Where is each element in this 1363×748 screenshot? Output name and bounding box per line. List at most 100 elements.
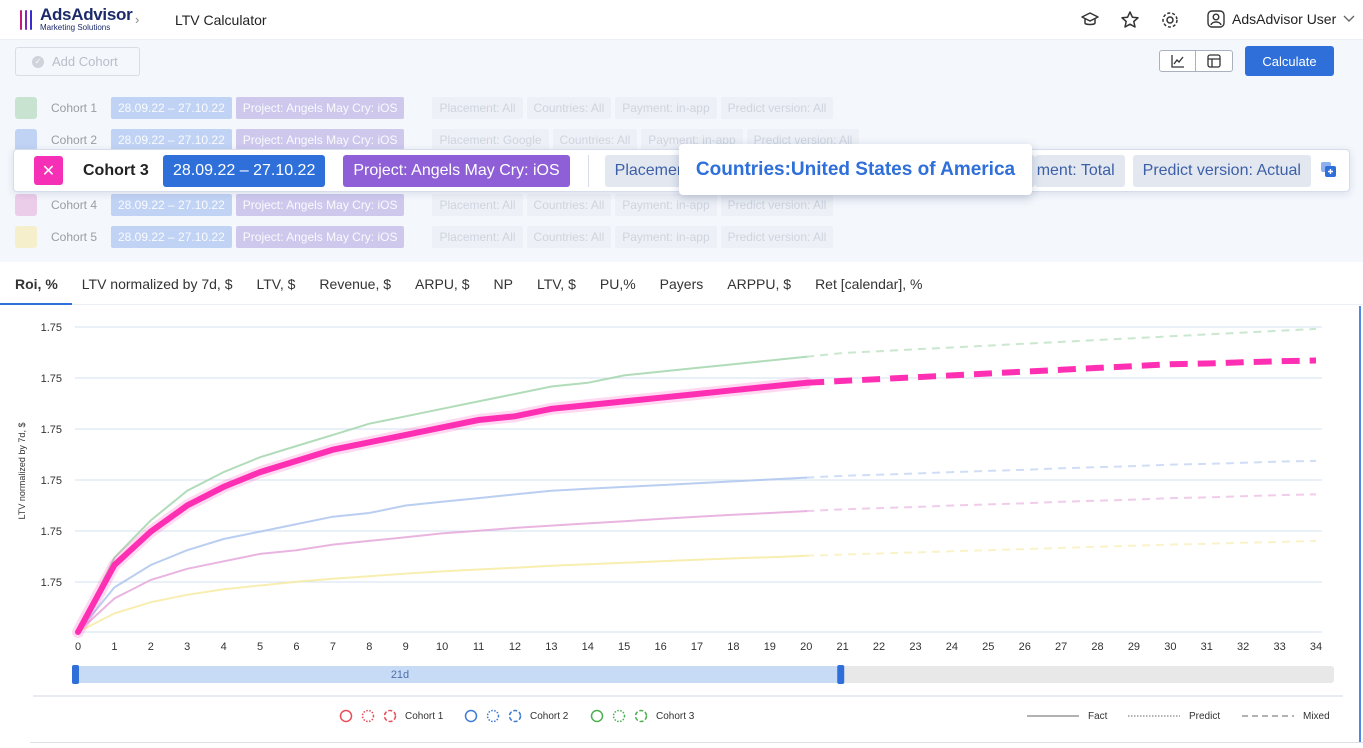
- x-tick-label: 6: [293, 641, 299, 653]
- date-range-chip[interactable]: 28.09.22 – 27.10.22: [111, 194, 232, 216]
- table-icon: [1207, 54, 1221, 68]
- x-tick-label: 10: [436, 641, 448, 653]
- tab-roi[interactable]: Roi, %: [0, 262, 72, 305]
- cohort-color-swatch: [15, 194, 37, 216]
- x-tick-label: 23: [909, 641, 921, 653]
- legend-predict-label: Predict: [1189, 711, 1220, 722]
- x-tick-label: 3: [184, 641, 190, 653]
- series-fact-line: [77, 554, 808, 633]
- copy-icon[interactable]: [1319, 160, 1339, 180]
- legend-mixed-label: Mixed: [1303, 711, 1330, 722]
- countries-chip[interactable]: Countries: All: [552, 129, 638, 151]
- x-tick-label: 2: [148, 641, 154, 653]
- tab-retention[interactable]: Ret [calendar], %: [815, 275, 923, 292]
- placement-chip[interactable]: Placement: All: [432, 97, 523, 119]
- series-predict-line: [806, 327, 1317, 358]
- ltv-line-chart[interactable]: 1.75 1.75 1.75 1.75 1.75 1.75 LTV normalized b…: [0, 306, 1363, 743]
- predict-version-chip[interactable]: Predict version: All: [720, 97, 834, 119]
- payment-chip[interactable]: Payment: in-app: [615, 97, 717, 119]
- x-tick-label: 18: [727, 641, 739, 653]
- date-range-chip[interactable]: 28.09.22 – 27.10.22: [163, 154, 326, 187]
- range-selection: [73, 666, 842, 683]
- x-tick-label: 5: [257, 641, 263, 653]
- chart-view-button[interactable]: [1159, 50, 1196, 72]
- tab-ltv[interactable]: LTV, $: [256, 275, 296, 292]
- date-range-chip[interactable]: 28.09.22 – 27.10.22: [111, 129, 232, 151]
- tab-pu[interactable]: PU,%: [599, 275, 636, 292]
- x-tick-label: 20: [800, 641, 812, 653]
- series-predict-line: [806, 357, 1317, 386]
- placement-chip[interactable]: Placement: All: [432, 194, 523, 216]
- legend-fact-marker: [339, 709, 353, 723]
- calculate-button[interactable]: Calculate: [1245, 46, 1334, 76]
- close-icon[interactable]: ✕: [34, 156, 63, 185]
- cohort-label: Cohort 5: [51, 230, 98, 244]
- tab-ltv-normalized[interactable]: LTV normalized by 7d, $: [81, 275, 233, 292]
- logo[interactable]: AdsAdvisor Marketing Solutions: [20, 6, 133, 32]
- project-chip[interactable]: Project: Angels May Cry: iOS: [343, 154, 570, 187]
- countries-chip[interactable]: Countries: All: [526, 226, 612, 248]
- predict-version-chip[interactable]: Predict version: All: [720, 226, 834, 248]
- tab-payers[interactable]: Payers: [659, 275, 704, 292]
- star-icon[interactable]: [1120, 10, 1140, 30]
- project-chip[interactable]: Project: Angels May Cry: iOS: [235, 226, 405, 248]
- y-tick-label: 1.75: [41, 322, 62, 334]
- cohort-row[interactable]: Cohort 1 28.09.22 – 27.10.22 Project: An…: [15, 97, 837, 119]
- add-cohort-button[interactable]: ✓ Add Cohort: [15, 47, 140, 76]
- predict-version-chip[interactable]: Predict version: Actual: [1132, 154, 1311, 187]
- series-predict-line: [806, 539, 1317, 557]
- legend-mixed-marker: [383, 709, 397, 723]
- placement-chip[interactable]: Placement: Google: [432, 129, 549, 151]
- check-icon: ✓: [32, 55, 44, 68]
- cohort-row[interactable]: Cohort 5 28.09.22 – 27.10.22 Project: An…: [15, 226, 837, 248]
- legend-mixed-marker: [634, 709, 648, 723]
- x-tick-label: 26: [1019, 641, 1031, 653]
- x-tick-label: 19: [764, 641, 776, 653]
- x-tick-label: 31: [1201, 641, 1213, 653]
- cohort-row[interactable]: Cohort 2 28.09.22 – 27.10.22 Project: An…: [15, 129, 863, 151]
- gear-icon[interactable]: [1160, 10, 1180, 30]
- tab-revenue[interactable]: Revenue, $: [319, 275, 392, 292]
- placement-chip[interactable]: Placement: All: [432, 226, 523, 248]
- cohort-label: Cohort 4: [51, 198, 98, 212]
- project-chip[interactable]: Project: Angels May Cry: iOS: [235, 129, 405, 151]
- x-tick-label: 32: [1237, 641, 1249, 653]
- user-menu[interactable]: AdsAdvisor User: [1207, 10, 1355, 28]
- predict-version-chip[interactable]: Predict version: All: [720, 194, 834, 216]
- project-chip[interactable]: Project: Angels May Cry: iOS: [235, 97, 405, 119]
- cohort-color-swatch: [15, 226, 37, 248]
- cohort-row[interactable]: Cohort 4 28.09.22 – 27.10.22 Project: An…: [15, 194, 837, 216]
- payment-chip[interactable]: Payment: in-app: [615, 226, 717, 248]
- cohort-color-swatch: [15, 129, 37, 151]
- user-icon: [1207, 10, 1225, 28]
- x-tick-label: 16: [654, 641, 666, 653]
- tab-arpu[interactable]: ARPU, $: [415, 275, 470, 292]
- graduation-cap-icon[interactable]: [1080, 10, 1100, 30]
- tab-ltv-2[interactable]: LTV, $: [536, 275, 576, 292]
- cohort-label: Cohort 2: [51, 133, 98, 147]
- payment-chip[interactable]: Payment: in-app: [615, 194, 717, 216]
- legend-cohort-label: Cohort 3: [656, 711, 695, 722]
- payment-chip[interactable]: ment: Total: [1034, 154, 1125, 187]
- y-tick-label: 1.75: [41, 526, 62, 538]
- legend-fact-label: Fact: [1088, 711, 1108, 722]
- table-view-button[interactable]: [1196, 50, 1233, 72]
- legend-mixed-marker: [508, 709, 522, 723]
- tab-arppu[interactable]: ARPPU, $: [727, 275, 792, 292]
- chevron-down-icon: [1343, 15, 1355, 22]
- x-tick-label: 21: [837, 641, 849, 653]
- view-toggle: [1159, 50, 1233, 72]
- countries-chip[interactable]: Countries: All: [526, 194, 612, 216]
- series-fact-line: [77, 355, 808, 633]
- x-tick-label: 17: [691, 641, 703, 653]
- y-tick-label: 1.75: [41, 577, 62, 589]
- countries-chip[interactable]: Countries: All: [526, 97, 612, 119]
- metric-tabs: Roi, % LTV normalized by 7d, $ LTV, $ Re…: [0, 262, 1363, 305]
- date-range-chip[interactable]: 28.09.22 – 27.10.22: [111, 97, 232, 119]
- countries-tooltip: Countries:United States of America: [679, 144, 1032, 195]
- x-tick-label: 30: [1164, 641, 1176, 653]
- series-fact-line: [75, 379, 810, 635]
- date-range-chip[interactable]: 28.09.22 – 27.10.22: [111, 226, 232, 248]
- project-chip[interactable]: Project: Angels May Cry: iOS: [235, 194, 405, 216]
- tab-np[interactable]: NP: [493, 275, 513, 292]
